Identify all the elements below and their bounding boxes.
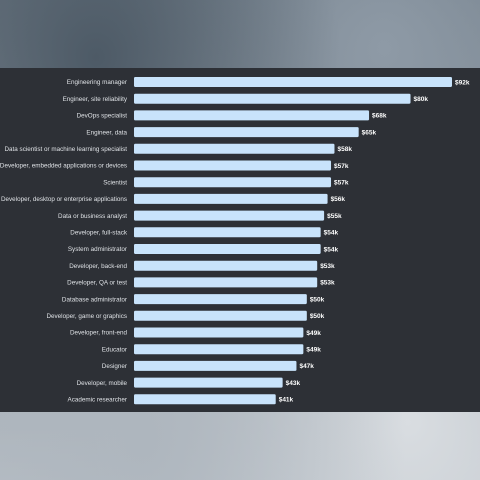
bar [134,227,321,238]
category-label: Developer, back-end [69,263,127,270]
category-label: Developer, mobile [77,380,128,387]
data-label: $54k [324,230,339,237]
bar [134,344,304,355]
bar [134,77,452,87]
category-label: Engineer, site reliability [63,96,128,103]
data-label: $50k [310,296,325,303]
data-label: $43k [286,380,301,387]
category-label: Engineering manager [67,79,127,86]
data-label: $58k [337,146,352,153]
data-label: $92k [455,79,470,86]
category-label: Scientist [103,179,127,186]
category-label: Database administrator [62,296,127,303]
category-label: Developer, QA or test [67,280,127,287]
category-label: Data or business analyst [58,213,127,220]
category-label: DevOps specialist [77,113,128,120]
data-label: $47k [299,363,314,370]
bar [134,160,332,171]
data-label: $53k [320,280,335,287]
bar [134,260,318,271]
category-label: Data scientist or machine learning speci… [5,146,128,153]
category-label: Developer, full-stack [70,230,128,237]
bar [134,110,370,121]
data-label: $49k [306,347,321,354]
data-label: $53k [320,263,335,270]
category-label: Academic researcher [68,397,128,404]
data-label: $80k [414,96,429,103]
data-label: $57k [334,180,349,187]
bar [134,360,297,371]
bar [134,210,325,221]
bar [134,177,332,188]
category-label: Developer, game or graphics [46,313,127,320]
data-label: $50k [310,313,325,320]
data-label: $49k [306,330,321,337]
bar [134,277,318,288]
category-label: Educator [102,346,127,353]
category-label: Developer, embedded applications or devi… [0,163,127,170]
data-label: $41k [279,397,294,404]
category-label: Developer, front-end [70,330,128,337]
bar [134,294,307,305]
bar [134,93,411,104]
bar [134,327,304,338]
chart-panel: Engineering manager $92k Engineer, site re… [0,68,480,412]
category-label: Designer [102,363,127,370]
data-label: $55k [327,213,342,220]
data-label: $65k [362,129,377,136]
data-label: $68k [372,113,387,120]
data-label: $57k [334,163,349,170]
category-label: Engineer, data [86,129,127,136]
data-label: $56k [331,196,346,203]
bar [134,193,328,204]
bar [134,127,359,138]
bar [134,377,283,388]
bar [134,244,321,254]
data-label: $54k [324,246,339,253]
salary-bar-chart: Engineering manager $92k Engineer, site re… [0,68,480,412]
bar [134,394,276,405]
bar [134,143,335,154]
category-label: System administrator [68,246,127,253]
bar [134,310,307,321]
category-label: Developer, desktop or enterprise applica… [1,196,127,203]
